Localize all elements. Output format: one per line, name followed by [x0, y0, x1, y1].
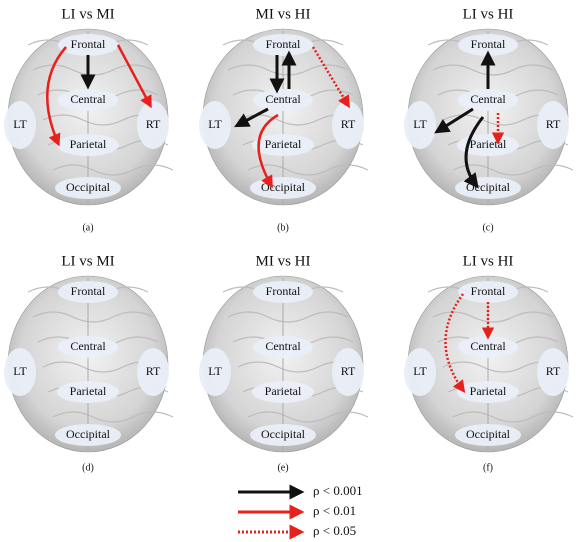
region-label: Occipital [261, 427, 306, 441]
region-label: Parietal [265, 137, 302, 151]
panel: LI vs MI Frontal Central Parietal Occipital L… [4, 253, 173, 473]
region-label: Parietal [70, 137, 107, 151]
panel: MI vs HI Frontal Central Parietal Occipital L… [199, 6, 368, 233]
region-label: Occipital [66, 180, 111, 194]
region-label: LT [208, 117, 222, 131]
region-label: Parietal [265, 384, 302, 398]
panel-title: LI vs HI [463, 253, 514, 269]
panel-caption: (f) [483, 462, 493, 473]
panel: LI vs HIFrontalCentralParietalOccipitalL… [404, 6, 573, 233]
panel-caption: (d) [82, 462, 94, 473]
region-label: Central [470, 92, 506, 106]
region-label: Parietal [470, 384, 507, 398]
panel-title: MI vs HI [256, 253, 311, 269]
panel-title: LI vs HI [463, 6, 514, 22]
region-label: Central [70, 92, 106, 106]
panel: MI vs HI Frontal Central Parietal Occipital L… [199, 253, 368, 473]
region-label: LT [413, 364, 427, 378]
panel-caption: (a) [82, 222, 93, 233]
panel-caption: (c) [482, 222, 493, 233]
region-label: RT [546, 364, 561, 378]
region-label: LT [13, 364, 27, 378]
legend-label: ρ < 0.05 [313, 523, 356, 538]
panel: LI vs MI Frontal Central Parietal Occipital L… [4, 6, 173, 233]
panel-caption: (b) [277, 222, 289, 233]
region-label: Frontal [471, 37, 506, 51]
region-label: Occipital [466, 427, 511, 441]
region-label: RT [146, 117, 161, 131]
legend-label: ρ < 0.01 [313, 503, 356, 518]
figure: LI vs MIFrontalCentralParietalOccipitalL… [0, 0, 586, 542]
region-label: LT [13, 117, 27, 131]
panel: LI vs HI Frontal Central Parietal Occipital L… [404, 253, 573, 473]
region-label: RT [146, 364, 161, 378]
region-label: Frontal [266, 284, 301, 298]
region-label: Central [470, 339, 506, 353]
region-label: LT [208, 364, 222, 378]
region-label: Central [265, 92, 301, 106]
panel-title: MI vs HI [256, 6, 311, 22]
region-label: Frontal [471, 284, 506, 298]
panel-title: LI vs MI [61, 253, 114, 269]
region-label: Occipital [261, 180, 306, 194]
region-label: LT [413, 117, 427, 131]
region-label: Central [70, 339, 106, 353]
region-label: Frontal [71, 37, 106, 51]
region-label: Occipital [66, 427, 111, 441]
region-label: Parietal [470, 137, 507, 151]
region-label: RT [341, 364, 356, 378]
region-label: RT [341, 117, 356, 131]
panel-title: LI vs MI [61, 6, 114, 22]
region-label: Central [265, 339, 301, 353]
region-label: RT [546, 117, 561, 131]
region-label: Frontal [71, 284, 106, 298]
region-label: Frontal [266, 37, 301, 51]
legend-label: ρ < 0.001 [313, 483, 363, 498]
region-label: Parietal [70, 384, 107, 398]
panel-caption: (e) [277, 462, 288, 473]
